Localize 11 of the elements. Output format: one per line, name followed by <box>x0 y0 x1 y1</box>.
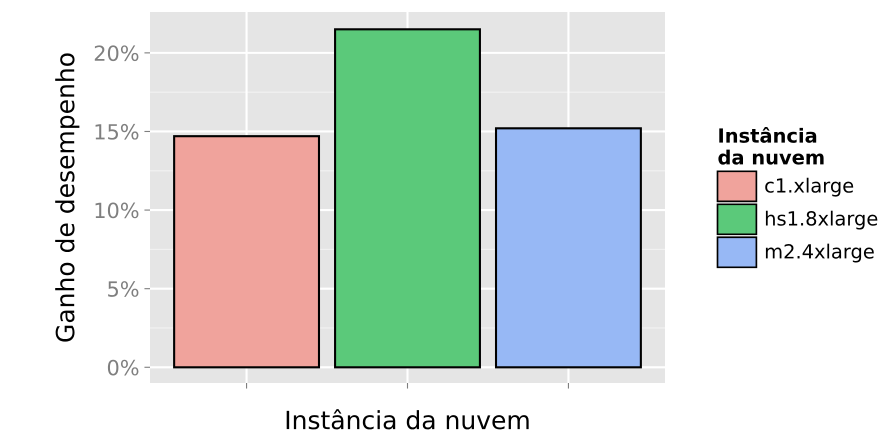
y-tick-label: 20% <box>94 45 138 62</box>
y-tick-label: 10% <box>96 202 138 218</box>
legend-label: m2.4xlarge <box>766 244 874 262</box>
y-tick-label: 0% <box>108 360 138 376</box>
legend-title: Instância da nuvem <box>718 127 824 165</box>
x-axis-title: Instância da nuvem <box>286 409 529 430</box>
y-tick-label: 15% <box>96 124 138 140</box>
legend-label: hs1.8xlarge <box>766 210 878 230</box>
y-tick-label: 5% <box>108 281 138 297</box>
legend-label: c1.xlarge <box>765 178 854 197</box>
y-axis-title: Ganho de desempenho <box>55 53 80 342</box>
